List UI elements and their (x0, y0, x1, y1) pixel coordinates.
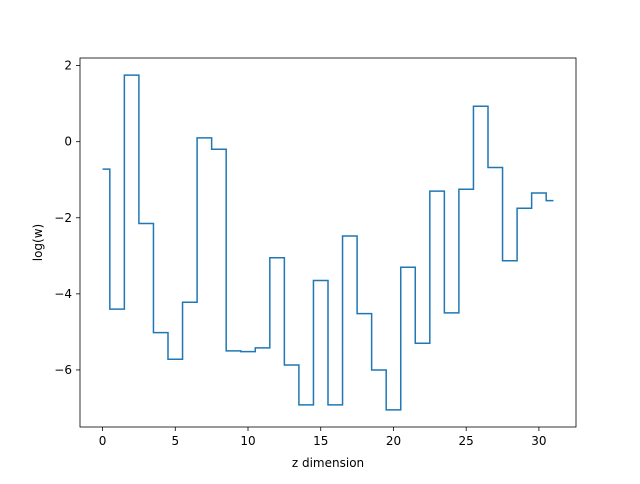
x-tick-label: 15 (313, 434, 328, 448)
x-tick-label: 30 (531, 434, 546, 448)
axes-frame (79, 57, 577, 428)
plot-area (79, 57, 577, 428)
x-tick-label: 0 (99, 434, 107, 448)
x-axis-label: z dimension (292, 456, 364, 470)
series-line-step (102, 74, 554, 411)
x-axis: 0 5 10 15 20 25 30 (99, 427, 547, 448)
y-axis-label: log(w) (31, 224, 45, 261)
x-tick-label: 25 (459, 434, 474, 448)
x-tick-label: 10 (240, 434, 255, 448)
y-tick-label: −4 (54, 287, 72, 301)
y-tick-label: −2 (54, 211, 72, 225)
x-tick-label: 20 (386, 434, 401, 448)
x-tick-label: 5 (171, 434, 179, 448)
y-axis: 2 0 −2 −4 −6 (54, 59, 80, 377)
y-tick-label: 0 (64, 135, 72, 149)
y-tick-label: 2 (64, 59, 72, 73)
y-tick-label: −6 (54, 363, 72, 377)
